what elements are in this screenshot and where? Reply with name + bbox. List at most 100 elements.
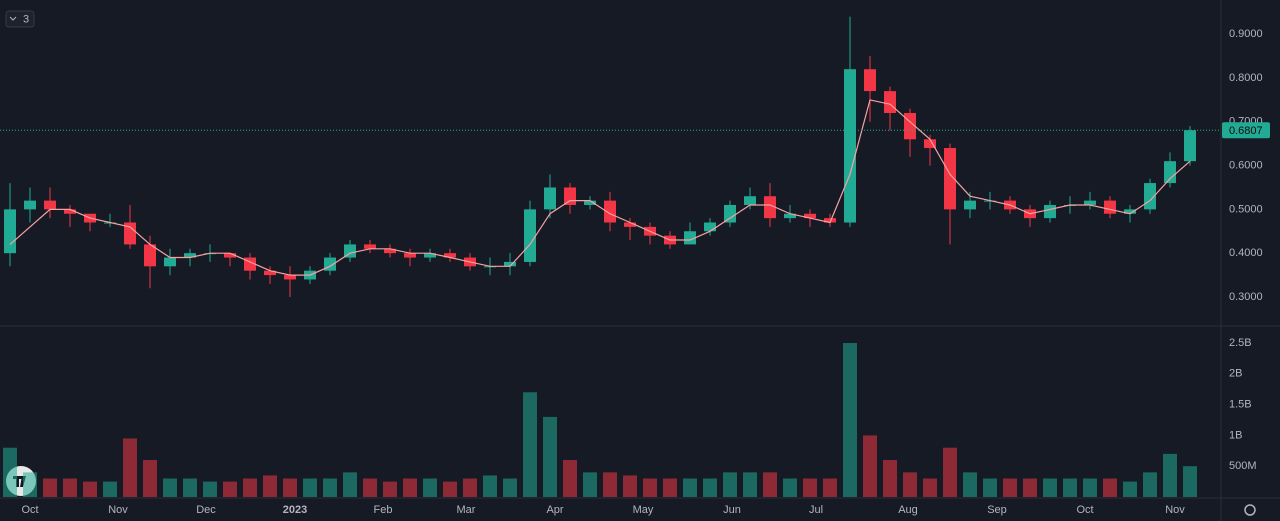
candle-body [964,200,976,210]
x-tick-label: Jul [809,504,823,516]
candle-body [804,213,816,219]
y-tick-label: 0.4000 [1229,247,1263,259]
x-tick-label: 2023 [283,504,307,516]
last-price-label: 0.6807 [1229,125,1263,137]
candle-body [284,275,296,280]
volume-bar [163,478,177,497]
x-tick-label: Jun [723,504,741,516]
volume-bar [543,416,557,497]
legend-toggle[interactable] [5,10,35,28]
y-tick-label: 0.9000 [1229,28,1263,40]
candle-body [724,204,736,223]
volume-bar [123,438,137,497]
volume-bar [763,472,777,497]
y2-tick-label: 2.5B [1229,337,1252,349]
volume-bar [1183,466,1197,497]
volume-bar [663,478,677,497]
candle-body [504,261,516,267]
volume-bar [703,478,717,497]
x-tick-label: Sep [987,504,1007,516]
candle-body [1184,130,1196,162]
candle-body [64,209,76,214]
candle-body [124,222,136,245]
legend-toggle-count: 3 [23,13,29,25]
moving-average-line [9,99,1191,276]
volume-bar [683,478,697,497]
volume-bar [743,472,757,497]
volume-bar [943,447,957,497]
volume-bar [383,481,397,497]
candle-body [764,196,776,219]
volume-bar [1123,481,1137,497]
volume-bar [1083,478,1097,497]
volume-bar [963,472,977,497]
candle-body [144,244,156,267]
candle-body [944,148,956,210]
volume-bar [643,478,657,497]
volume-bar [623,475,637,497]
candle-body [384,248,396,254]
y2-tick-label: 2B [1229,368,1242,380]
candle-body [44,200,56,210]
x-tick-label: Aug [898,504,918,516]
volume-bar [323,478,337,497]
volume-bar [1143,472,1157,497]
volume-bar [83,481,97,497]
last-price-badge [1222,122,1270,139]
candle-body [224,253,236,258]
volume-bar [363,478,377,497]
volume-bar [803,478,817,497]
candle-body [344,244,356,258]
volume-bar [103,481,117,497]
volume-bar [143,460,157,497]
volume-bar [723,472,737,497]
volume-bar [483,475,497,497]
volume-bar [823,478,837,497]
volume-bar [303,478,317,497]
volume-bar [783,478,797,497]
volume-bar [603,472,617,497]
y2-tick-label: 1.5B [1229,399,1252,411]
volume-bar [923,478,937,497]
x-tick-label: Apr [546,504,563,516]
volume-bar [983,478,997,497]
y2-tick-label: 500M [1229,460,1257,472]
volume-bar [463,478,477,497]
candle-body [844,69,856,223]
volume-bar [183,478,197,497]
candle-body [1084,200,1096,205]
candle-body [1104,200,1116,214]
volume-bar [283,478,297,497]
volume-bar [3,447,17,497]
volume-bar [263,475,277,497]
volume-bar [1103,478,1117,497]
y-tick-label: 0.8000 [1229,72,1263,84]
candle-body [24,200,36,210]
volume-bar [883,460,897,497]
volume-bar [443,481,457,497]
volume-bar [503,478,517,497]
candle-body [404,253,416,258]
candle-body [924,139,936,149]
x-tick-label: Mar [457,504,476,516]
candle-body [164,257,176,267]
settings-icon[interactable] [1244,504,1256,516]
chevron-icon [9,16,17,21]
volume-bar [223,481,237,497]
volume-bar [423,478,437,497]
x-tick-label: Nov [108,504,128,516]
candle-body [704,222,716,232]
volume-bar [23,472,37,497]
x-tick-label: Dec [196,504,216,516]
y-tick-label: 0.3000 [1229,291,1263,303]
volume-bar [1063,478,1077,497]
candle-body [564,187,576,205]
y-tick-label: 0.5000 [1229,203,1263,215]
volume-bar [43,478,57,497]
x-tick-label: Nov [1165,504,1185,516]
candle-body [1124,209,1136,214]
candle-body [744,196,756,205]
x-tick-label: Feb [374,504,393,516]
x-tick-label: Oct [1076,504,1093,516]
